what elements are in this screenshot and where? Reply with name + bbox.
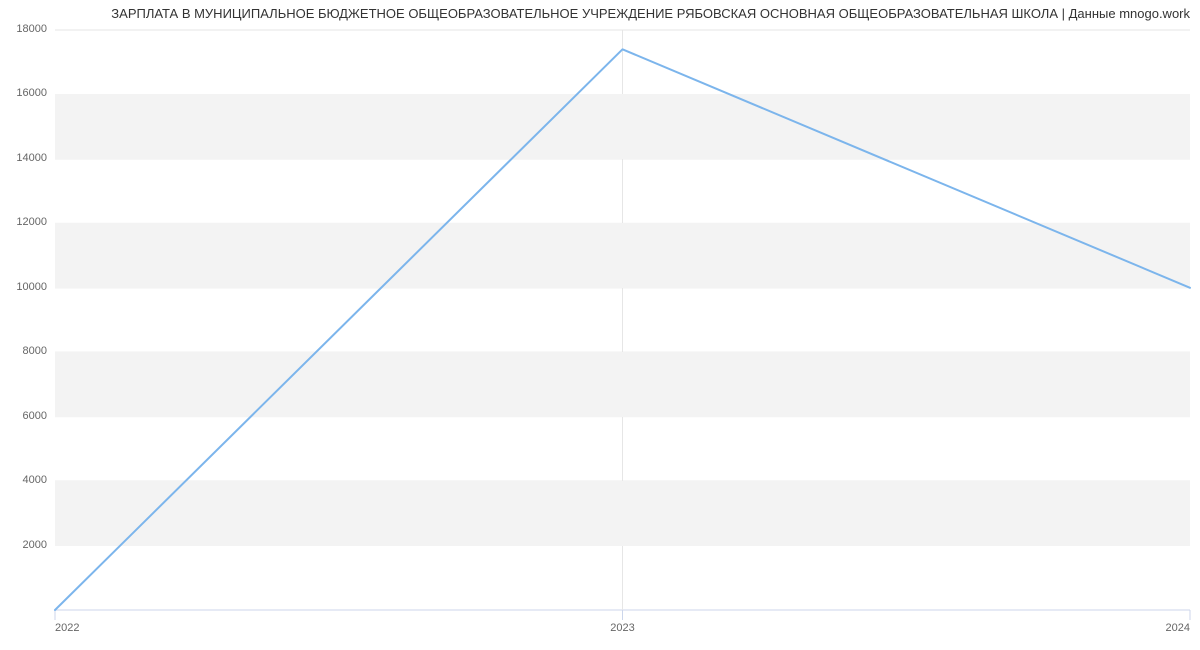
y-tick-label: 18000 (0, 23, 47, 35)
y-tick-label: 10000 (0, 281, 47, 293)
plot-area (55, 30, 1190, 610)
y-tick-label: 14000 (0, 152, 47, 164)
y-tick-label: 4000 (0, 474, 47, 486)
y-tick-label: 12000 (0, 216, 47, 228)
y-tick-label: 8000 (0, 345, 47, 357)
x-tick-label: 2022 (55, 622, 79, 634)
y-tick-label: 16000 (0, 87, 47, 99)
y-tick-label: 6000 (0, 410, 47, 422)
y-tick-label: 2000 (0, 539, 47, 551)
x-tick-label: 2023 (610, 622, 634, 634)
x-tick-label: 2024 (1166, 622, 1190, 634)
series-layer (55, 30, 1190, 610)
chart-title: ЗАРПЛАТА В МУНИЦИПАЛЬНОЕ БЮДЖЕТНОЕ ОБЩЕО… (10, 6, 1190, 21)
salary-line-chart: ЗАРПЛАТА В МУНИЦИПАЛЬНОЕ БЮДЖЕТНОЕ ОБЩЕО… (0, 0, 1200, 650)
series-line (55, 49, 1190, 610)
